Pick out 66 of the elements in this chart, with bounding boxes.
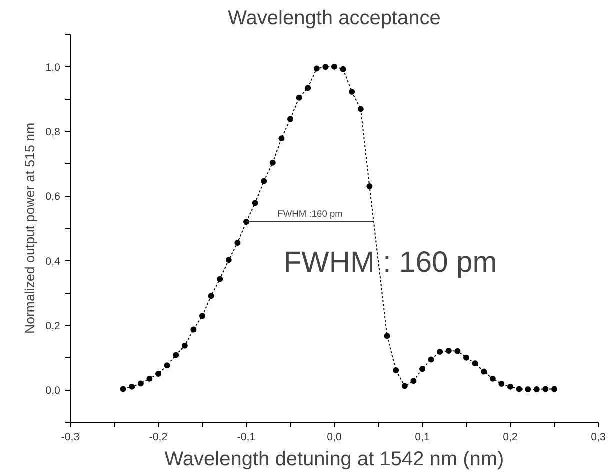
y-tick-label: 0,0	[46, 385, 61, 398]
point	[358, 106, 364, 112]
point	[156, 371, 162, 377]
y-tick-label: 0,6	[46, 191, 61, 204]
point	[542, 386, 549, 392]
y-tick-label: 0,4	[46, 256, 61, 268]
point	[340, 66, 346, 72]
y-tick-label: 0,8	[46, 126, 61, 138]
point	[410, 378, 417, 384]
point	[366, 183, 373, 190]
point	[481, 368, 488, 375]
x-tick-label: 0,0	[327, 432, 342, 444]
chart-title: Wavelength acceptance	[228, 8, 441, 30]
point	[182, 342, 188, 349]
point	[393, 367, 400, 374]
point	[498, 381, 505, 388]
point	[472, 360, 478, 367]
annotation: FWHM :160 pm	[278, 209, 344, 220]
point	[322, 64, 329, 70]
point	[446, 348, 452, 354]
point	[349, 89, 356, 96]
point	[384, 333, 390, 340]
point	[534, 386, 540, 393]
point	[278, 136, 285, 142]
point	[454, 348, 461, 354]
point	[428, 356, 434, 363]
y-tick-label: 1,0	[46, 62, 61, 74]
point	[525, 386, 532, 393]
point	[226, 257, 232, 264]
x-tick-label: 0,2	[503, 432, 518, 444]
point	[288, 116, 294, 122]
point	[261, 178, 268, 184]
point	[314, 66, 320, 72]
point	[200, 313, 206, 320]
point	[270, 160, 276, 166]
point	[508, 384, 514, 390]
x-tick-label: 0,1	[415, 432, 430, 444]
x-tick-label: -0,2	[149, 432, 168, 444]
point	[464, 354, 470, 361]
y-tick-label: 0,2	[46, 320, 61, 332]
point	[437, 349, 444, 356]
point	[234, 240, 241, 246]
point	[420, 366, 426, 372]
y-axis-title: Normalized output power at 515 nm	[22, 122, 38, 334]
point	[120, 386, 126, 392]
point	[129, 384, 136, 390]
point	[164, 362, 170, 369]
point	[252, 200, 258, 206]
x-tick-label: 0,3	[591, 432, 606, 444]
x-tick-label: -0,3	[61, 432, 80, 444]
annotation: FWHM : 160 pm	[284, 246, 498, 279]
point	[138, 380, 144, 387]
point	[552, 386, 558, 392]
point	[296, 94, 302, 101]
x-axis-title: Wavelength detuning at 1542 nm (nm)	[164, 448, 504, 470]
point	[305, 85, 312, 92]
point	[146, 376, 153, 382]
point	[332, 64, 338, 70]
point	[217, 276, 224, 282]
point	[516, 386, 522, 392]
point	[208, 293, 214, 300]
point	[402, 383, 408, 390]
point	[190, 326, 197, 333]
point	[173, 352, 180, 358]
x-tick-label: -0,1	[237, 432, 256, 444]
point	[490, 376, 496, 382]
